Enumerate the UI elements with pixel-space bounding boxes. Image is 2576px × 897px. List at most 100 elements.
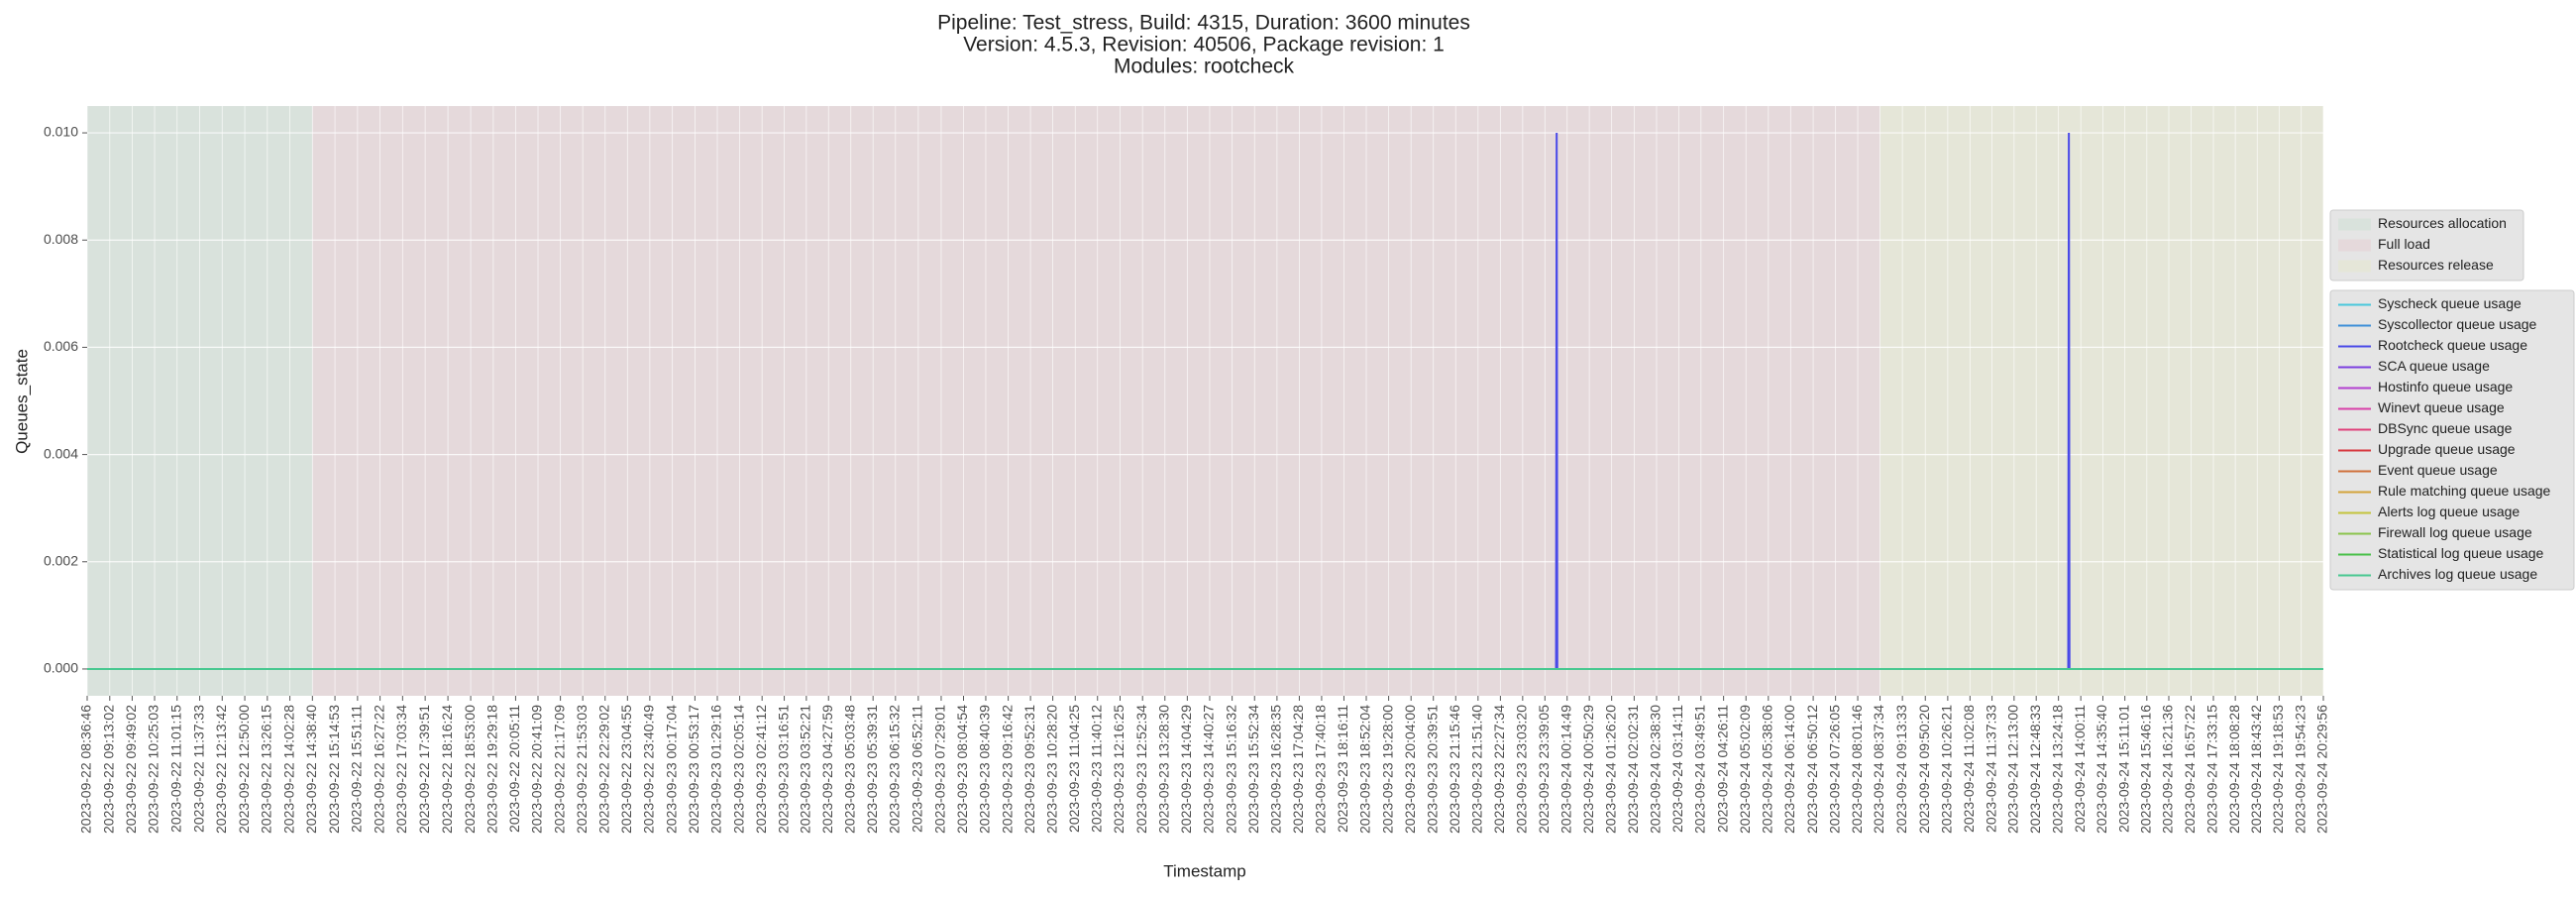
x-tick-label: 2023-09-22 09:13:02 — [100, 705, 116, 834]
legend-label: Upgrade queue usage — [2378, 441, 2516, 457]
x-tick-label: 2023-09-22 23:40:49 — [641, 705, 657, 834]
legend-box — [2329, 209, 2524, 281]
x-tick-label: 2023-09-24 00:14:49 — [1557, 705, 1573, 834]
x-tick-label: 2023-09-24 08:37:34 — [1871, 705, 1886, 834]
x-tick-label: 2023-09-22 20:05:11 — [506, 705, 522, 833]
title-line: Version: 4.5.3, Revision: 40506, Package… — [963, 34, 1445, 56]
x-tick-label: 2023-09-24 01:26:20 — [1602, 705, 1618, 834]
legend-swatch — [2338, 239, 2371, 252]
x-tick-label: 2023-09-23 02:41:12 — [753, 705, 769, 834]
x-tick-label: 2023-09-22 17:39:51 — [416, 705, 432, 834]
legend-label: Archives log queue usage — [2378, 566, 2537, 582]
x-tick-label: 2023-09-23 23:39:05 — [1536, 705, 1552, 834]
x-tick-label: 2023-09-22 15:14:53 — [326, 705, 342, 834]
x-tick-label: 2023-09-22 09:49:02 — [123, 705, 139, 834]
x-tick-label: 2023-09-23 15:16:32 — [1223, 705, 1238, 834]
x-tick-label: 2023-09-24 07:26:05 — [1826, 705, 1842, 834]
y-tick-label: 0.010 — [44, 124, 78, 140]
x-tick-label: 2023-09-23 17:40:18 — [1313, 705, 1329, 834]
x-tick-label: 2023-09-23 03:52:21 — [798, 705, 813, 834]
x-tick-label: 2023-09-24 02:38:30 — [1648, 705, 1664, 834]
x-tick-label: 2023-09-23 12:52:34 — [1133, 705, 1149, 834]
x-tick-label: 2023-09-23 20:39:51 — [1424, 705, 1440, 834]
x-tick-label: 2023-09-23 14:04:29 — [1178, 705, 1194, 834]
x-tick-label: 2023-09-22 11:37:33 — [190, 705, 206, 833]
x-tick-label: 2023-09-23 08:40:39 — [977, 705, 993, 834]
x-tick-label: 2023-09-24 14:35:40 — [2093, 705, 2109, 834]
legend-label: Full load — [2378, 236, 2430, 252]
x-tick-label: 2023-09-22 12:13:42 — [213, 705, 229, 834]
x-tick-label: 2023-09-22 19:29:18 — [484, 705, 500, 834]
x-tick-label: 2023-09-23 05:03:48 — [841, 705, 857, 834]
x-tick-label: 2023-09-24 05:38:06 — [1760, 705, 1775, 834]
x-tick-label: 2023-09-24 15:46:16 — [2138, 705, 2154, 834]
x-tick-label: 2023-09-23 12:16:25 — [1111, 705, 1127, 834]
legend-label: Statistical log queue usage — [2378, 545, 2544, 561]
phase-span — [312, 106, 1880, 696]
x-tick-label: 2023-09-24 12:13:00 — [2005, 705, 2021, 834]
y-tick-label: 0.000 — [44, 660, 78, 676]
x-tick-label: 2023-09-24 03:49:51 — [1692, 705, 1708, 834]
legend-label: SCA queue usage — [2378, 358, 2490, 374]
x-tick-label: 2023-09-23 21:51:40 — [1469, 705, 1485, 834]
legend-label: Rootcheck queue usage — [2378, 337, 2527, 353]
phase-legend: Resources allocation Full load Resources r… — [2329, 209, 2524, 281]
x-tick-label: 2023-09-22 08:36:46 — [78, 705, 94, 834]
x-tick-label: 2023-09-24 09:13:33 — [1893, 705, 1909, 834]
x-tick-label: 2023-09-24 09:50:20 — [1916, 705, 1932, 834]
x-tick-label: 2023-09-24 14:00:11 — [2072, 705, 2088, 833]
legend-label: DBSync queue usage — [2378, 420, 2513, 436]
x-tick-label: 2023-09-23 11:40:12 — [1088, 705, 1104, 833]
legend-swatch — [2338, 260, 2371, 273]
y-tick-label: 0.004 — [44, 445, 78, 461]
x-tick-label: 2023-09-24 16:21:36 — [2160, 705, 2176, 834]
x-tick-label: 2023-09-22 20:41:09 — [529, 705, 545, 834]
x-tick-label: 2023-09-24 00:50:29 — [1580, 705, 1596, 834]
x-tick-label: 2023-09-23 04:27:59 — [819, 705, 835, 834]
x-tick-label: 2023-09-23 19:28:00 — [1379, 705, 1395, 834]
series-legend: Syscheck queue usage Syscollector queue u… — [2329, 289, 2575, 591]
x-tick-label: 2023-09-23 06:52:11 — [910, 705, 925, 833]
legend-label: Rule matching queue usage — [2378, 483, 2551, 499]
x-tick-label: 2023-09-24 17:33:15 — [2204, 705, 2220, 834]
x-tick-label: 2023-09-23 18:16:11 — [1335, 705, 1350, 833]
legend-label: Syscheck queue usage — [2378, 295, 2522, 311]
x-tick-label: 2023-09-24 05:02:09 — [1737, 705, 1753, 834]
x-tick-label: 2023-09-23 18:52:04 — [1357, 705, 1373, 834]
x-tick-label: 2023-09-24 11:02:08 — [1961, 705, 1977, 833]
y-axis-label: Queues_state — [12, 349, 31, 454]
x-tick-label: 2023-09-23 07:29:01 — [932, 705, 948, 834]
x-tick-label: 2023-09-22 22:29:02 — [595, 705, 611, 834]
x-tick-label: 2023-09-23 20:04:00 — [1402, 705, 1418, 834]
x-tick-label: 2023-09-22 10:25:03 — [146, 705, 161, 834]
x-tick-label: 2023-09-24 02:02:31 — [1625, 705, 1641, 834]
x-tick-label: 2023-09-24 20:29:56 — [2314, 705, 2330, 834]
x-tick-label: 2023-09-23 17:04:28 — [1290, 705, 1306, 834]
x-tick-label: 2023-09-23 00:53:17 — [686, 705, 701, 834]
x-tick-label: 2023-09-22 17:03:34 — [393, 705, 409, 834]
y-tick-label: 0.002 — [44, 552, 78, 568]
x-tick-label: 2023-09-23 09:16:42 — [999, 705, 1015, 834]
x-tick-label: 2023-09-23 08:04:54 — [954, 705, 970, 834]
x-tick-label: 2023-09-23 21:15:46 — [1447, 705, 1462, 834]
x-tick-label: 2023-09-23 06:15:32 — [887, 705, 903, 834]
x-tick-label: 2023-09-22 21:17:09 — [551, 705, 567, 834]
x-tick-label: 2023-09-24 15:11:01 — [2115, 705, 2131, 833]
x-tick-label: 2023-09-22 11:01:15 — [167, 705, 183, 833]
x-tick-label: 2023-09-23 00:17:04 — [663, 705, 679, 834]
x-tick-label: 2023-09-24 06:14:00 — [1781, 705, 1797, 834]
x-tick-label: 2023-09-23 02:05:14 — [730, 705, 746, 834]
x-tick-label: 2023-09-22 18:16:24 — [439, 705, 455, 834]
x-tick-label: 2023-09-23 09:52:31 — [1021, 705, 1037, 834]
x-tick-label: 2023-09-23 13:28:30 — [1155, 705, 1171, 834]
x-tick-label: 2023-09-22 16:27:22 — [371, 705, 386, 834]
x-tick-label: 2023-09-24 19:18:53 — [2270, 705, 2286, 834]
x-tick-label: 2023-09-24 12:48:33 — [2027, 705, 2043, 834]
x-tick-label: 2023-09-24 08:01:46 — [1849, 705, 1865, 834]
x-tick-label: 2023-09-24 06:50:12 — [1804, 705, 1820, 834]
x-tick-label: 2023-09-24 10:26:21 — [1939, 705, 1955, 834]
x-tick-label: 2023-09-23 23:03:20 — [1514, 705, 1530, 834]
x-tick-label: 2023-09-24 03:14:11 — [1669, 705, 1685, 833]
